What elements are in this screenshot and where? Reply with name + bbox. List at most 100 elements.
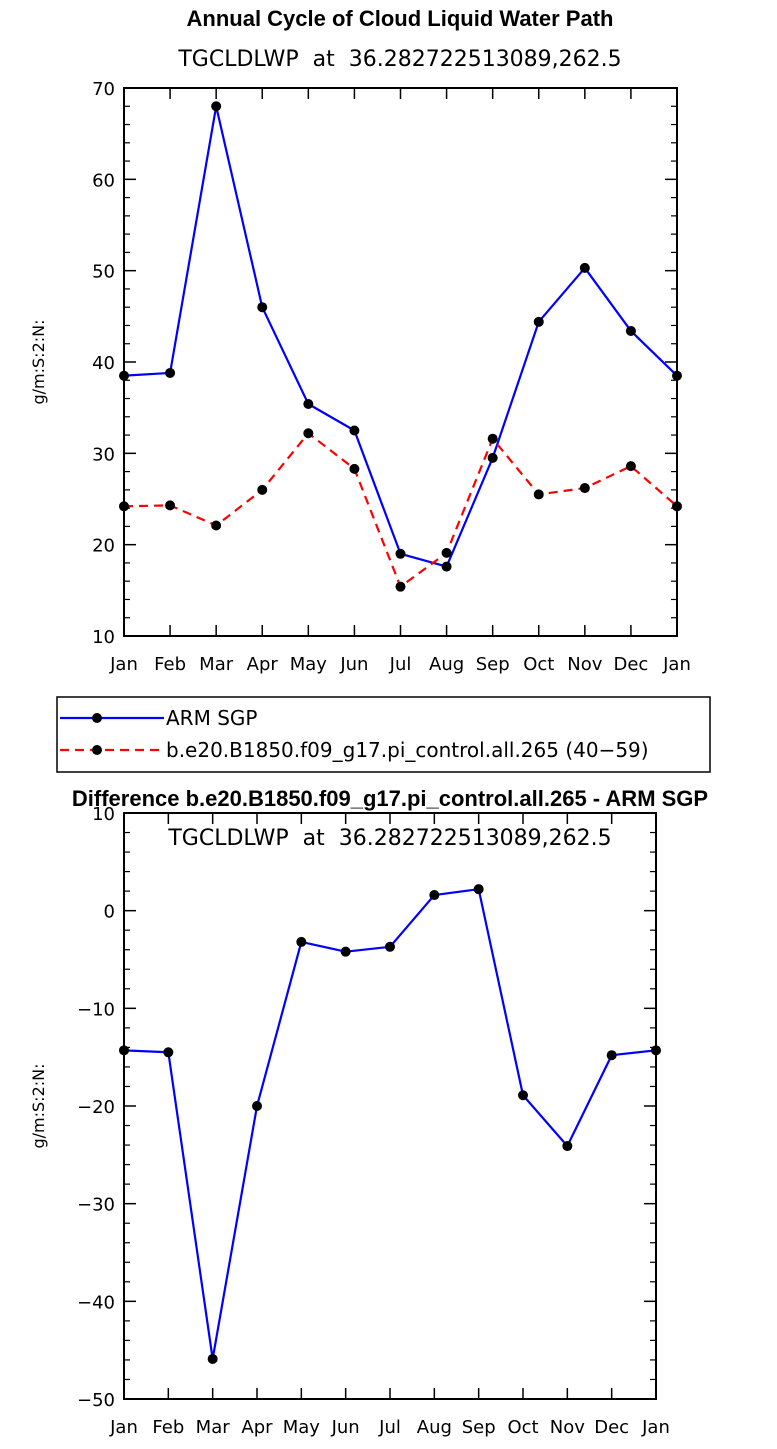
data-point: [340, 946, 351, 957]
y-tick-label: −20: [77, 1097, 115, 1118]
data-point: [625, 325, 636, 336]
data-point: [119, 370, 129, 381]
x-tick-label: Jun: [331, 1417, 360, 1438]
data-point: [252, 1101, 262, 1111]
data-point: [211, 101, 222, 112]
y-tick-label: 10: [92, 627, 115, 648]
data-point: [211, 520, 222, 531]
x-tick-label: Sep: [462, 1417, 496, 1438]
data-point: [257, 484, 268, 495]
x-tick-label: Sep: [476, 654, 510, 675]
x-tick-label: Apr: [241, 1417, 273, 1438]
chart2-title: Difference b.e20.B1850.f09_g17.pi_contro…: [72, 786, 708, 811]
x-tick-label: Aug: [429, 654, 464, 675]
data-point: [385, 941, 395, 952]
y-tick-label: 0: [104, 902, 115, 923]
data-point: [579, 262, 590, 273]
y-tick-label: 40: [92, 353, 115, 374]
data-point: [651, 1045, 661, 1056]
difference-chart: Difference b.e20.B1850.f09_g17.pi_contro…: [29, 786, 708, 1438]
chart1-y-axis-label: g/m:S:2:N:: [29, 320, 48, 405]
y-tick-label: −30: [77, 1195, 115, 1216]
legend-marker-model: [92, 745, 102, 755]
x-tick-label: Jan: [109, 654, 138, 675]
data-point: [672, 370, 682, 381]
data-point: [672, 501, 682, 512]
y-tick-label: −10: [77, 999, 115, 1020]
y-tick-label: 60: [92, 170, 115, 191]
legend-entry-model: b.e20.B1850.f09_g17.pi_control.all.265 (…: [60, 738, 649, 762]
data-point: [487, 452, 498, 463]
series-line-0: [123, 105, 678, 568]
data-point: [441, 561, 452, 572]
data-point: [349, 463, 360, 474]
y-tick-label: −50: [77, 1390, 115, 1411]
legend-box: [56, 696, 711, 773]
y-tick-label: 10: [92, 804, 115, 825]
chart2-axes: [123, 812, 657, 1400]
legend: ARM SGP b.e20.B1850.f09_g17.pi_control.a…: [56, 696, 711, 773]
chart2-series: [119, 884, 661, 1364]
annual-cycle-chart: Annual Cycle of Cloud Liquid Water Path …: [29, 6, 691, 675]
chart1-subtitle: TGCLDLWP at 36.282722513089,262.5: [177, 47, 621, 72]
chart1-title: Annual Cycle of Cloud Liquid Water Path: [187, 6, 614, 31]
x-tick-label: Mar: [196, 1417, 231, 1438]
x-tick-label: Nov: [567, 654, 602, 675]
data-point: [163, 1047, 174, 1058]
data-point: [562, 1141, 573, 1152]
data-point: [119, 1045, 129, 1056]
legend-entry-arm-sgp: ARM SGP: [60, 706, 257, 730]
x-tick-label: Dec: [613, 654, 648, 675]
x-tick-label: Oct: [523, 654, 554, 675]
x-tick-label: Jan: [662, 654, 691, 675]
x-tick-label: Nov: [550, 1417, 585, 1438]
legend-marker-arm-sgp: [92, 713, 102, 723]
data-point: [579, 483, 590, 494]
chart1-axes: [123, 87, 678, 637]
data-point: [395, 581, 406, 592]
y-tick-label: 30: [92, 444, 115, 465]
data-point: [257, 302, 268, 313]
data-point: [119, 501, 129, 512]
x-tick-label: Jun: [339, 654, 368, 675]
data-point: [395, 548, 406, 559]
x-tick-label: May: [283, 1417, 321, 1438]
x-tick-label: Jan: [641, 1417, 670, 1438]
data-point: [625, 461, 636, 472]
x-tick-label: Mar: [199, 654, 234, 675]
x-tick-label: Jul: [389, 654, 412, 675]
x-tick-label: Oct: [507, 1417, 538, 1438]
chart2-y-axis-label: g/m:S:2:N:: [29, 1064, 48, 1149]
y-tick-label: 20: [92, 536, 115, 557]
data-point: [606, 1050, 617, 1061]
data-point: [487, 433, 498, 444]
data-point: [473, 884, 484, 895]
data-point: [533, 316, 544, 327]
series-line-0: [123, 888, 657, 1361]
data-point: [165, 367, 176, 378]
data-point: [207, 1353, 218, 1364]
x-tick-label: Jan: [109, 1417, 138, 1438]
x-tick-label: Feb: [154, 654, 186, 675]
x-tick-label: May: [290, 654, 328, 675]
data-point: [303, 399, 314, 410]
x-tick-label: Apr: [247, 654, 279, 675]
chart1-series: [119, 101, 682, 592]
chart2-tick-labels: Jan Feb Mar Apr May Jun Jul Aug Sep Oct Nov Dec Jan −…: [77, 804, 670, 1438]
data-point: [296, 936, 307, 947]
y-tick-label: −40: [77, 1292, 115, 1313]
chart1-tick-labels: Jan Feb Mar Apr May Jun Jul Aug Sep Oct Nov Dec Jan 1…: [92, 79, 691, 675]
data-point: [533, 489, 544, 500]
legend-label-model: b.e20.B1850.f09_g17.pi_control.all.265 (…: [166, 738, 649, 762]
x-tick-label: Aug: [417, 1417, 452, 1438]
x-tick-label: Feb: [152, 1417, 184, 1438]
data-point: [441, 547, 452, 558]
legend-label-arm-sgp: ARM SGP: [166, 706, 257, 730]
x-tick-label: Dec: [594, 1417, 629, 1438]
x-tick-label: Jul: [378, 1417, 401, 1438]
chart2-subtitle: TGCLDLWP at 36.282722513089,262.5: [167, 826, 611, 851]
data-point: [165, 500, 176, 511]
data-point: [303, 428, 314, 439]
y-tick-label: 70: [92, 79, 115, 100]
